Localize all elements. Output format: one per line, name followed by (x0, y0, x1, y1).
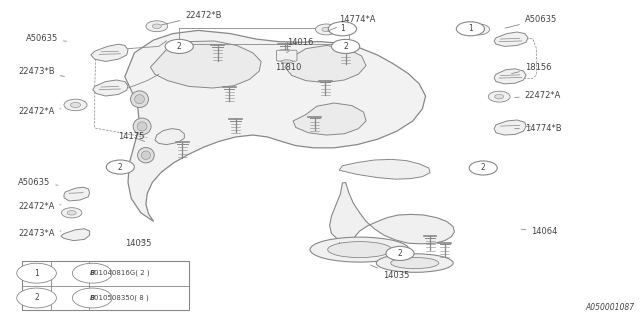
Circle shape (468, 24, 490, 35)
Ellipse shape (133, 118, 151, 135)
Circle shape (64, 99, 87, 111)
Circle shape (322, 27, 331, 32)
Ellipse shape (328, 242, 392, 258)
Text: 1: 1 (468, 24, 473, 33)
Text: 14035: 14035 (125, 239, 151, 248)
Text: 14774*A: 14774*A (328, 15, 376, 31)
Polygon shape (61, 229, 90, 241)
Text: 2: 2 (397, 249, 403, 258)
Text: 14035: 14035 (371, 265, 409, 280)
Text: 22472*A: 22472*A (18, 202, 61, 211)
Text: 11810: 11810 (275, 63, 301, 72)
Polygon shape (285, 45, 366, 83)
Text: A50635: A50635 (26, 34, 67, 43)
Circle shape (67, 211, 76, 215)
Text: 18156: 18156 (511, 63, 551, 74)
Text: 22472*A: 22472*A (515, 92, 561, 100)
Polygon shape (155, 129, 184, 145)
Text: 1: 1 (340, 24, 345, 33)
Text: A50635: A50635 (505, 15, 557, 28)
Polygon shape (494, 32, 528, 46)
Circle shape (386, 246, 414, 260)
Text: 2: 2 (481, 164, 486, 172)
Circle shape (469, 161, 497, 175)
Ellipse shape (390, 257, 439, 269)
FancyBboxPatch shape (22, 261, 189, 310)
Text: 22472*A: 22472*A (18, 108, 61, 116)
Circle shape (70, 102, 81, 108)
Polygon shape (93, 80, 128, 96)
Circle shape (456, 22, 484, 36)
Text: B: B (90, 270, 95, 276)
Text: 14175: 14175 (118, 132, 145, 141)
Ellipse shape (141, 151, 150, 159)
Polygon shape (91, 44, 128, 61)
Text: A050001087: A050001087 (586, 303, 635, 312)
Circle shape (17, 288, 56, 308)
Ellipse shape (310, 237, 410, 262)
Ellipse shape (281, 60, 292, 63)
Text: 14774*B: 14774*B (515, 124, 561, 133)
Circle shape (316, 24, 337, 35)
Text: 2: 2 (177, 42, 182, 51)
Text: 22473*A: 22473*A (18, 229, 61, 238)
Circle shape (17, 263, 56, 283)
Circle shape (152, 24, 161, 28)
FancyBboxPatch shape (276, 50, 297, 61)
Polygon shape (494, 120, 526, 135)
Text: 010508350( 8 ): 010508350( 8 ) (94, 295, 149, 301)
Text: 01040816G( 2 ): 01040816G( 2 ) (94, 270, 150, 276)
Circle shape (165, 39, 193, 53)
Circle shape (72, 263, 112, 283)
Polygon shape (125, 30, 426, 221)
Text: A50635: A50635 (18, 178, 58, 187)
Ellipse shape (376, 254, 453, 272)
Text: 2: 2 (343, 42, 348, 51)
Circle shape (106, 160, 134, 174)
Ellipse shape (134, 95, 145, 104)
Polygon shape (494, 69, 526, 84)
Circle shape (474, 27, 483, 32)
Circle shape (495, 94, 504, 99)
Text: 2: 2 (118, 163, 123, 172)
Text: 2: 2 (34, 293, 39, 302)
Polygon shape (150, 41, 261, 88)
Polygon shape (330, 182, 454, 245)
Ellipse shape (137, 122, 147, 131)
Text: 14064: 14064 (521, 228, 557, 236)
Text: 1: 1 (34, 269, 39, 278)
Circle shape (488, 91, 510, 102)
Circle shape (72, 288, 112, 308)
Ellipse shape (138, 148, 154, 163)
Text: 14016: 14016 (287, 38, 313, 53)
Text: B: B (90, 295, 95, 301)
Circle shape (146, 21, 168, 32)
Polygon shape (339, 159, 430, 179)
Polygon shape (293, 103, 366, 135)
Circle shape (328, 22, 356, 36)
Text: 22473*B: 22473*B (18, 68, 65, 76)
Circle shape (332, 39, 360, 53)
Polygon shape (64, 187, 90, 201)
Text: 22472*B: 22472*B (161, 11, 222, 25)
Ellipse shape (131, 91, 148, 108)
Circle shape (61, 208, 82, 218)
